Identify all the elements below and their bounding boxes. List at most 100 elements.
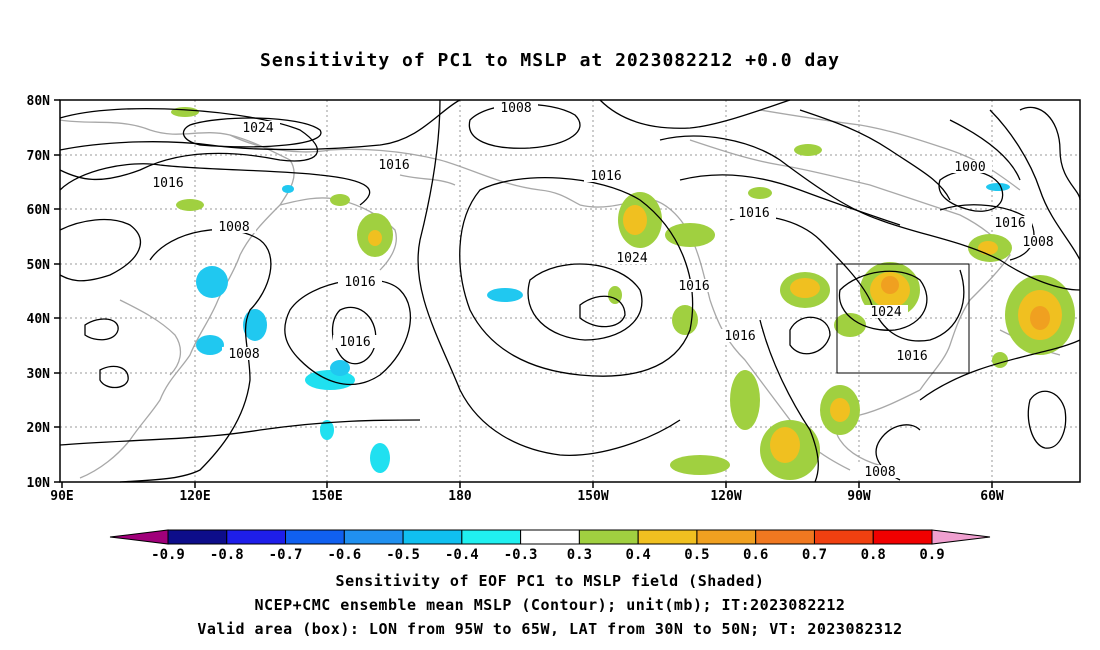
lon-label: 120W [710, 489, 741, 504]
contour-label: 1016 [339, 335, 370, 350]
shade-pos [623, 205, 647, 235]
lon-label: 60W [980, 489, 1004, 504]
lat-label: 80N [27, 94, 51, 109]
caption-line-3: Valid area (box): LON from 95W to 65W, L… [197, 620, 903, 638]
shade-neg [196, 266, 228, 298]
contour-label: 1024 [616, 251, 647, 266]
colorbar-label: 0.6 [743, 547, 768, 560]
caption-line-2: NCEP+CMC ensemble mean MSLP (Contour); u… [254, 596, 846, 614]
shade-neg [282, 185, 294, 193]
shade-neg [370, 443, 390, 473]
colorbar-left-arrow [109, 529, 169, 545]
colorbar-label: 0.8 [861, 547, 886, 560]
contour-label: 1008 [1022, 235, 1053, 250]
lon-labels: 90E 120E 150E 180 150W 120W 90W 60W [50, 489, 1004, 504]
contour-label: 1024 [870, 305, 901, 320]
contour-label: 1016 [152, 176, 183, 191]
shade-pos [368, 230, 382, 246]
colorbar-label: -0.9 [151, 547, 185, 560]
colorbar-segment [461, 529, 522, 545]
colorbar-segment [285, 529, 345, 545]
lat-labels: 80N 70N 60N 50N 40N 30N 20N 10N [27, 94, 51, 491]
shade-neg [986, 183, 1010, 191]
colorbar: -0.9 -0.8 -0.7 -0.6 -0.5 -0.4 -0.3 0.3 0.4 0.5 0.6… [109, 529, 991, 560]
colorbar-label: 0.7 [802, 547, 827, 560]
contour-label: 1016 [378, 158, 409, 173]
contour-label: 1008 [218, 220, 249, 235]
shade-pos [176, 199, 204, 211]
shade-neg [196, 335, 224, 355]
contour-label: 1016 [344, 275, 375, 290]
lat-label: 20N [27, 421, 51, 436]
colorbar-label: 0.3 [567, 547, 592, 560]
sensitivity-shading [171, 107, 1075, 480]
colorbar-label: -0.3 [504, 547, 538, 560]
colorbar-segment [813, 529, 874, 545]
colorbar-segment [402, 529, 463, 545]
shade-pos [992, 352, 1008, 368]
lat-label: 50N [27, 258, 51, 273]
shade-pos [830, 398, 850, 422]
colorbar-label: 0.9 [919, 547, 944, 560]
colorbar-label: 0.5 [684, 547, 709, 560]
lat-label: 30N [27, 367, 51, 382]
colorbar-label: -0.6 [327, 547, 361, 560]
lon-label: 90W [847, 489, 871, 504]
shade-pos [790, 278, 820, 298]
mslp-contours [59, 99, 1081, 483]
colorbar-segment [755, 529, 815, 545]
shade-neg [330, 360, 350, 376]
colorbar-segment [872, 529, 933, 545]
lon-label: 180 [448, 489, 472, 504]
shade-pos [881, 276, 899, 294]
lon-label: 150E [311, 489, 342, 504]
lon-label: 150W [577, 489, 608, 504]
shade-neg [320, 420, 334, 440]
contour-label: 1016 [678, 279, 709, 294]
lat-label: 70N [27, 149, 51, 164]
contour-label: 1008 [228, 347, 259, 362]
shade-pos [794, 144, 822, 156]
map-plot: 1008 1024 1016 1016 1000 1016 1016 1008 … [27, 94, 1081, 560]
contour-label: 1016 [994, 216, 1025, 231]
colorbar-segment [520, 529, 580, 545]
shade-pos [171, 107, 199, 117]
contour-label: 1000 [954, 160, 985, 175]
colorbar-right-arrow [931, 529, 991, 545]
shade-pos [770, 427, 800, 463]
colorbar-label: -0.5 [386, 547, 420, 560]
contour-labels: 1008 1024 1016 1016 1000 1016 1016 1008 … [146, 101, 1060, 480]
contour-label: 1008 [864, 465, 895, 480]
lat-label: 40N [27, 312, 51, 327]
shade-neg [487, 288, 523, 302]
colorbar-label: -0.4 [445, 547, 479, 560]
lon-label: 90E [50, 489, 73, 504]
colorbar-segment [343, 529, 404, 545]
lat-label: 60N [27, 203, 51, 218]
shade-pos [978, 241, 998, 255]
plot-frame [59, 99, 1081, 483]
contour-label: 1008 [500, 101, 531, 116]
shade-pos [608, 286, 622, 304]
shade-pos [670, 455, 730, 475]
tick-marks [54, 99, 993, 488]
contour-label: 1024 [242, 121, 273, 136]
shade-pos [672, 305, 698, 335]
colorbar-label: -0.7 [269, 547, 303, 560]
shade-pos [665, 223, 715, 247]
contour-label: 1016 [896, 349, 927, 364]
contour-label: 1016 [738, 206, 769, 221]
colorbar-segment [696, 529, 757, 545]
contour-label: 1016 [724, 329, 755, 344]
shade-pos [834, 313, 866, 337]
shade-pos [748, 187, 772, 199]
map-title: Sensitivity of PC1 to MSLP at 2023082212… [259, 50, 840, 71]
lon-label: 120E [179, 489, 210, 504]
shade-pos [1030, 306, 1050, 330]
colorbar-label: -0.8 [210, 547, 244, 560]
valid-area-box [836, 263, 970, 374]
colorbar-segment [167, 529, 228, 545]
colorbar-segment [226, 529, 287, 545]
colorbar-label: 0.4 [626, 547, 651, 560]
colorbar-segment [578, 529, 639, 545]
